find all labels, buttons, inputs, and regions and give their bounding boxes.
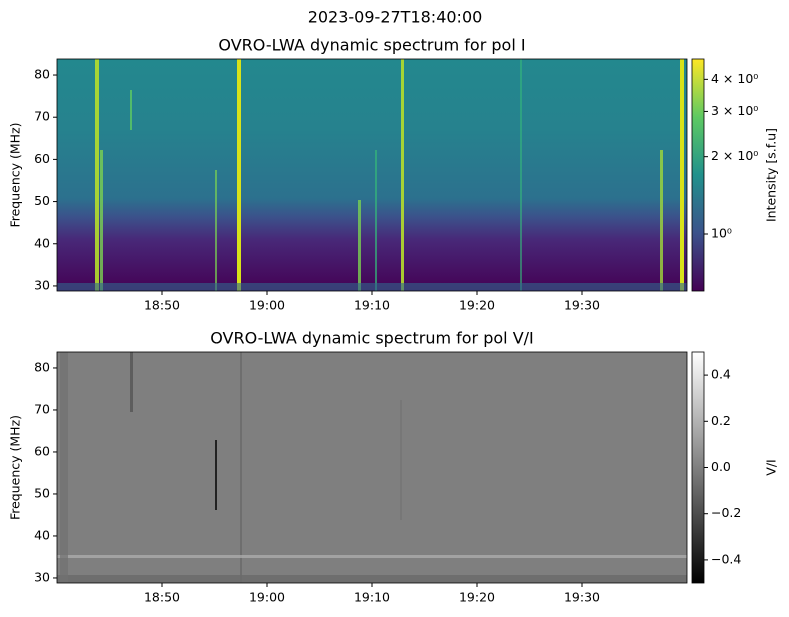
x-tick-label: 18:50 [144, 590, 180, 605]
colorbar-tick-label: 10⁰ [711, 226, 732, 241]
y-tick-label: 70 [34, 109, 50, 124]
y-tick-label: 40 [34, 235, 50, 250]
y-tick-label: 80 [34, 67, 50, 82]
y-tick-label: 50 [34, 485, 50, 500]
x-tick-label: 19:00 [249, 590, 285, 605]
x-tick-label: 19:10 [354, 590, 390, 605]
y-tick-label: 40 [34, 527, 50, 542]
x-tick-label: 19:20 [459, 298, 495, 313]
y-axis-label: Frequency (MHz) [8, 122, 23, 227]
y-tick-label: 70 [34, 401, 50, 416]
x-tick-label: 18:50 [144, 298, 180, 313]
colorbar-tick-label: −0.4 [711, 551, 741, 566]
colorbar-tick-label: 0.2 [711, 413, 731, 428]
panel-title: OVRO-LWA dynamic spectrum for pol I [218, 36, 525, 55]
x-tick-label: 19:10 [354, 298, 390, 313]
x-tick-label: 19:30 [564, 590, 600, 605]
y-tick-label: 80 [34, 359, 50, 374]
colorbar [691, 351, 705, 584]
y-tick-label: 30 [34, 569, 50, 584]
colorbar-label: Intensity [s.f.u] [764, 128, 779, 222]
y-axis-label: Frequency (MHz) [8, 415, 23, 520]
spectrum-image [57, 352, 687, 583]
colorbar-tick-label: 3 × 10⁰ [711, 103, 758, 118]
colorbar-label: V/I [764, 459, 779, 475]
spectrum-image [57, 59, 687, 291]
y-tick-label: 50 [34, 193, 50, 208]
y-tick-label: 30 [34, 277, 50, 292]
y-tick-label: 60 [34, 443, 50, 458]
colorbar-tick-label: 2 × 10⁰ [711, 148, 758, 163]
colorbar-tick-label: 0.4 [711, 367, 731, 382]
x-tick-label: 19:20 [459, 590, 495, 605]
colorbar [691, 58, 705, 292]
x-tick-label: 19:00 [249, 298, 285, 313]
y-tick-label: 60 [34, 151, 50, 166]
colorbar-tick-label: 0.0 [711, 459, 731, 474]
suptitle: 2023-09-27T18:40:00 [308, 8, 483, 27]
x-tick-label: 19:30 [564, 298, 600, 313]
colorbar-tick-label: 4 × 10⁰ [711, 71, 758, 86]
colorbar-tick-label: −0.2 [711, 505, 741, 520]
panel-title: OVRO-LWA dynamic spectrum for pol V/I [210, 329, 534, 348]
